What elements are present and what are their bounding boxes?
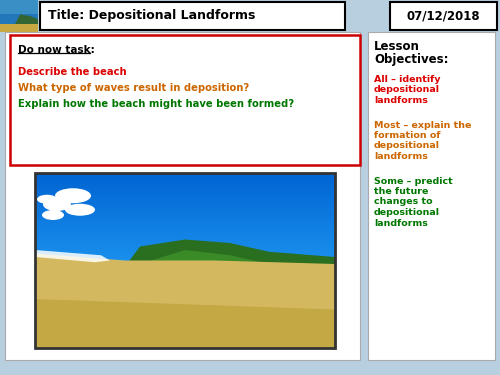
FancyBboxPatch shape	[35, 183, 335, 186]
FancyBboxPatch shape	[35, 208, 335, 211]
FancyBboxPatch shape	[0, 24, 38, 32]
FancyBboxPatch shape	[35, 175, 335, 178]
FancyBboxPatch shape	[35, 218, 335, 221]
Text: landforms: landforms	[374, 152, 428, 161]
FancyBboxPatch shape	[35, 251, 335, 254]
Polygon shape	[140, 250, 335, 288]
Text: All – identify: All – identify	[374, 75, 440, 84]
Text: depositional: depositional	[374, 86, 440, 94]
FancyBboxPatch shape	[35, 261, 335, 264]
FancyBboxPatch shape	[35, 203, 335, 206]
FancyBboxPatch shape	[35, 200, 335, 204]
FancyBboxPatch shape	[35, 264, 335, 267]
FancyBboxPatch shape	[0, 0, 38, 32]
Ellipse shape	[55, 188, 91, 203]
FancyBboxPatch shape	[35, 185, 335, 188]
FancyBboxPatch shape	[35, 241, 335, 244]
FancyBboxPatch shape	[35, 180, 335, 183]
Text: formation of: formation of	[374, 131, 440, 140]
FancyBboxPatch shape	[390, 2, 497, 30]
FancyBboxPatch shape	[5, 32, 360, 360]
Ellipse shape	[65, 204, 95, 216]
FancyBboxPatch shape	[35, 246, 335, 249]
FancyBboxPatch shape	[35, 226, 335, 229]
Text: Lesson: Lesson	[374, 40, 420, 53]
FancyBboxPatch shape	[35, 256, 335, 259]
Polygon shape	[35, 299, 335, 348]
FancyBboxPatch shape	[35, 238, 335, 242]
FancyBboxPatch shape	[35, 190, 335, 193]
Text: landforms: landforms	[374, 219, 428, 228]
Polygon shape	[15, 14, 38, 24]
FancyBboxPatch shape	[35, 254, 335, 257]
FancyBboxPatch shape	[35, 233, 335, 237]
Text: Do now task:: Do now task:	[18, 45, 95, 55]
FancyBboxPatch shape	[35, 236, 335, 239]
Text: depositional: depositional	[374, 141, 440, 150]
Text: changes to: changes to	[374, 198, 432, 207]
FancyBboxPatch shape	[35, 178, 335, 181]
Polygon shape	[119, 240, 335, 288]
FancyBboxPatch shape	[0, 14, 38, 32]
FancyBboxPatch shape	[10, 35, 360, 165]
Text: landforms: landforms	[374, 96, 428, 105]
FancyBboxPatch shape	[35, 188, 335, 191]
Text: Some – predict: Some – predict	[374, 177, 453, 186]
FancyBboxPatch shape	[35, 172, 335, 176]
FancyBboxPatch shape	[35, 272, 335, 274]
Polygon shape	[35, 250, 110, 262]
FancyBboxPatch shape	[35, 211, 335, 214]
Text: Explain how the beach might have been formed?: Explain how the beach might have been fo…	[18, 99, 294, 109]
Polygon shape	[35, 257, 335, 267]
Text: the future: the future	[374, 187, 428, 196]
Text: Most – explain the: Most – explain the	[374, 120, 472, 129]
FancyBboxPatch shape	[40, 2, 345, 30]
Text: Objectives:: Objectives:	[374, 53, 448, 66]
Text: Title: Depositional Landforms: Title: Depositional Landforms	[48, 9, 256, 22]
FancyBboxPatch shape	[35, 269, 335, 272]
FancyBboxPatch shape	[35, 216, 335, 219]
FancyBboxPatch shape	[35, 193, 335, 196]
Ellipse shape	[42, 210, 64, 220]
Polygon shape	[35, 261, 335, 285]
FancyBboxPatch shape	[35, 243, 335, 247]
FancyBboxPatch shape	[35, 206, 335, 209]
Ellipse shape	[43, 198, 71, 211]
FancyBboxPatch shape	[35, 195, 335, 198]
FancyBboxPatch shape	[35, 223, 335, 226]
FancyBboxPatch shape	[35, 198, 335, 201]
FancyBboxPatch shape	[35, 221, 335, 224]
FancyBboxPatch shape	[35, 231, 335, 234]
FancyBboxPatch shape	[35, 249, 335, 252]
FancyBboxPatch shape	[368, 32, 495, 360]
FancyBboxPatch shape	[35, 266, 335, 269]
FancyBboxPatch shape	[35, 259, 335, 262]
FancyBboxPatch shape	[35, 213, 335, 216]
Text: 07/12/2018: 07/12/2018	[406, 9, 480, 22]
Polygon shape	[35, 254, 335, 348]
Text: Describe the beach: Describe the beach	[18, 67, 126, 77]
FancyBboxPatch shape	[35, 228, 335, 231]
Text: depositional: depositional	[374, 208, 440, 217]
Ellipse shape	[37, 195, 57, 204]
Text: What type of waves result in deposition?: What type of waves result in deposition?	[18, 83, 249, 93]
